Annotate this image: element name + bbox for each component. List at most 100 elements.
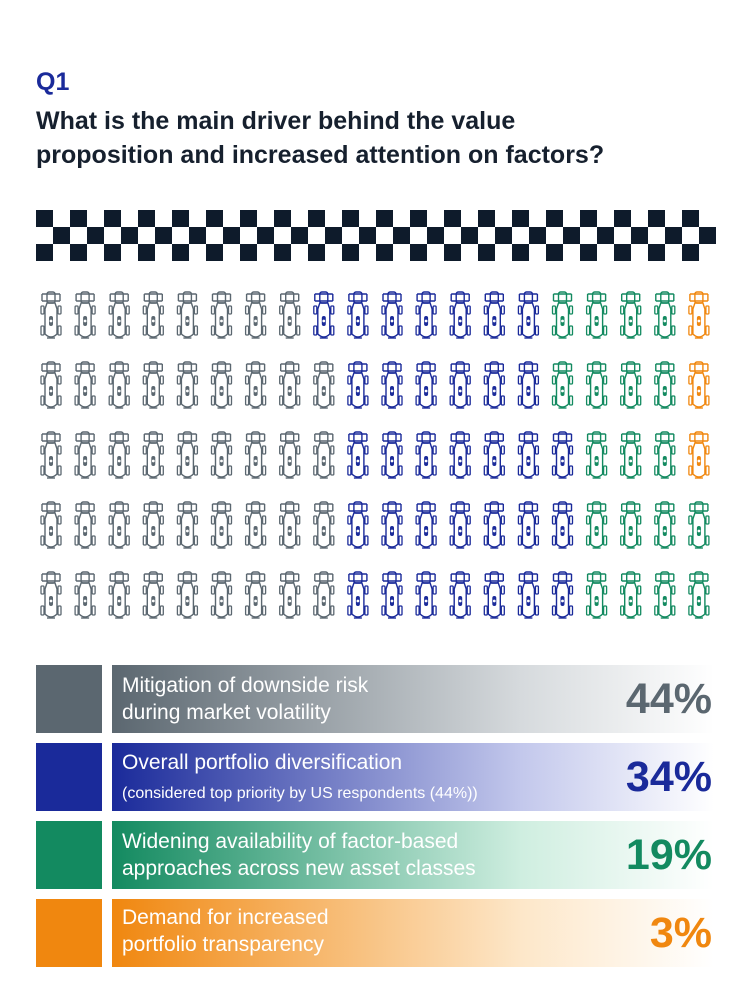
race-car-icon [313, 291, 335, 339]
checker-square [206, 244, 223, 261]
race-car-icon [210, 361, 233, 409]
race-car-icon [347, 291, 369, 339]
checker-square [240, 244, 257, 261]
checker-square [699, 227, 716, 244]
checker-square [648, 210, 665, 227]
checker-square [410, 210, 427, 227]
checker-square [36, 244, 53, 261]
checker-square [529, 227, 546, 244]
race-car-icon [40, 361, 62, 409]
checker-square [342, 244, 359, 261]
race-car-icon [313, 431, 335, 479]
checker-square [155, 227, 172, 244]
checker-square [274, 244, 291, 261]
race-car-icon [108, 361, 130, 409]
checker-square [325, 227, 342, 244]
question-number: Q1 [36, 68, 70, 96]
checker-square [631, 227, 648, 244]
percent-label: 3% [649, 909, 712, 957]
checker-square [580, 210, 597, 227]
race-car-icon [517, 501, 540, 549]
race-car-icon [483, 291, 505, 339]
checker-square [291, 227, 308, 244]
race-car-icon [483, 501, 505, 549]
legend-swatch [36, 821, 102, 889]
race-car-icon [279, 291, 301, 339]
checker-square [665, 227, 682, 244]
race-car-icon [74, 361, 96, 409]
checker-square [223, 227, 240, 244]
legend-label: Widening availability of factor-based ap… [122, 830, 476, 880]
race-car-icon [483, 571, 505, 619]
checker-square [240, 210, 257, 227]
race-car-icon [551, 361, 574, 409]
race-car-icon [381, 501, 403, 549]
legend-swatch [36, 743, 102, 811]
race-car-icon [244, 361, 267, 409]
race-car-icon [210, 291, 233, 339]
legend-bar: Overall portfolio diversification (consi… [112, 743, 714, 811]
race-car-icon [381, 571, 403, 619]
race-car-icon [688, 571, 710, 619]
race-car-icon [108, 571, 130, 619]
percent-label: 19% [625, 831, 712, 879]
checker-square [512, 210, 529, 227]
question-title: What is the main driver behind the value… [36, 104, 726, 172]
race-car-icon [551, 291, 574, 339]
checker-square [376, 244, 393, 261]
race-car-icon [40, 501, 62, 549]
checker-square [410, 244, 427, 261]
race-car-icon [483, 361, 505, 409]
checkered-flag-banner [36, 210, 716, 261]
race-car-icon [142, 571, 164, 619]
question-title-line-1: What is the main driver behind the value [36, 107, 516, 135]
checker-square [257, 227, 274, 244]
race-car-icon [551, 501, 574, 549]
race-car-icon [654, 501, 676, 549]
checker-square [614, 210, 631, 227]
race-car-icon [142, 361, 164, 409]
race-car-icon [620, 571, 642, 619]
race-car-icon [108, 291, 130, 339]
checker-square [53, 227, 70, 244]
race-car-icon [688, 361, 710, 409]
race-car-icon [176, 291, 199, 339]
race-car-icon [279, 571, 301, 619]
race-car-icon [620, 501, 642, 549]
race-car-icon [244, 431, 267, 479]
race-car-icon [313, 501, 335, 549]
checker-square [87, 227, 104, 244]
race-car-icon [313, 571, 335, 619]
checker-square [444, 244, 461, 261]
race-car-icon [688, 291, 710, 339]
race-car-icon [585, 361, 608, 409]
checker-square [682, 244, 699, 261]
legend-label: Mitigation of downside risk during marke… [122, 674, 369, 724]
race-car-icon [40, 431, 62, 479]
race-car-icon [210, 431, 233, 479]
race-car-icon [347, 361, 369, 409]
checker-square [172, 210, 189, 227]
percent-label: 34% [625, 753, 712, 801]
legend-row-downside-risk: Mitigation of downside risk during marke… [36, 665, 714, 733]
race-car-icon [415, 571, 437, 619]
checker-square [359, 227, 376, 244]
race-car-icon [74, 291, 96, 339]
checker-square [444, 210, 461, 227]
checker-square [546, 244, 563, 261]
race-car-icon [449, 291, 471, 339]
race-car-icon [176, 361, 199, 409]
race-car-icon [176, 431, 199, 479]
race-car-icon [517, 291, 540, 339]
race-car-icon [210, 501, 233, 549]
race-car-icon [620, 291, 642, 339]
checker-square [478, 210, 495, 227]
checker-square [189, 227, 206, 244]
race-car-icon [74, 501, 96, 549]
checker-square [614, 244, 631, 261]
race-car-icon [176, 571, 199, 619]
checker-square [308, 210, 325, 227]
race-car-icon [449, 361, 471, 409]
race-car-icon [517, 571, 540, 619]
checker-square [104, 244, 121, 261]
